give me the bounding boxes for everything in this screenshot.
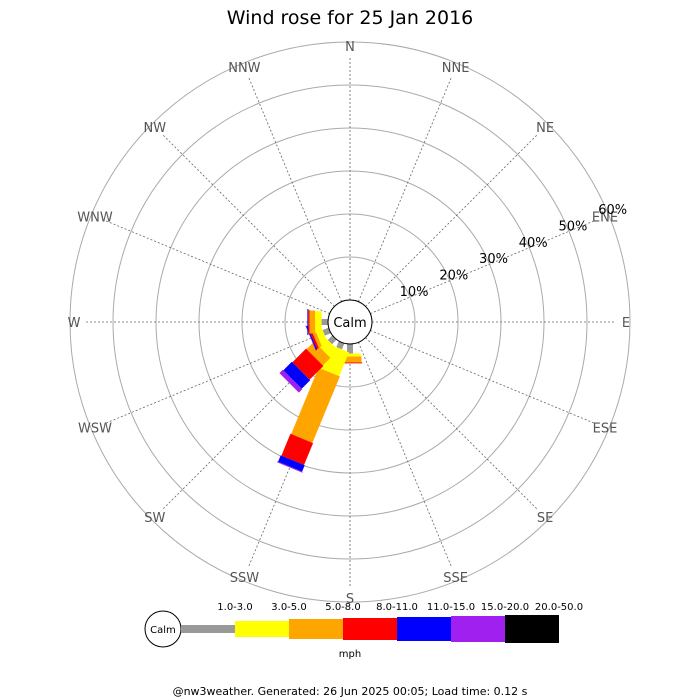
direction-label-nw: NW	[144, 121, 167, 136]
wind-petals	[277, 309, 363, 473]
ring-label-4: 40%	[519, 236, 548, 251]
calm-label: Calm	[333, 316, 366, 331]
petal-sw-bin-3	[306, 341, 331, 366]
legend-swatch-5	[397, 617, 451, 641]
petal-ssw-bin-4	[281, 433, 314, 466]
direction-label-se: SE	[537, 511, 553, 526]
ring-label-1: 10%	[400, 285, 429, 300]
legend-bin-label-4: 8.0-11.0	[376, 602, 418, 613]
direction-label-sse: SSE	[443, 571, 468, 586]
petal-wsw-bin-2	[313, 322, 328, 346]
petal-ssw-bin-5	[278, 455, 305, 472]
legend-swatch-7	[505, 615, 559, 643]
legend-bin-label-2: 3.0-5.0	[271, 602, 306, 613]
direction-label-s: S	[346, 592, 354, 607]
direction-label-n: N	[345, 40, 355, 55]
petal-ssw-bin-2	[319, 344, 350, 377]
petal-sw-bin-5	[283, 361, 311, 389]
legend-bin-label-3: 5.0-8.0	[325, 602, 360, 613]
petal-sw-bin-4	[292, 348, 324, 380]
ring-label-6: 60%	[598, 203, 627, 218]
ring-label-2: 20%	[439, 269, 468, 284]
petal-wsw-bin-4	[307, 325, 319, 349]
petal-ssw-bin-1	[336, 341, 345, 350]
spoke-ese	[370, 330, 595, 424]
ring-label-5: 50%	[559, 219, 588, 234]
legend-swatch-4	[343, 618, 397, 640]
spoke-nnw	[248, 77, 342, 302]
legend-bin-label-7: 20.0-50.0	[535, 602, 583, 613]
direction-label-w: W	[68, 316, 81, 331]
direction-label-nne: NNE	[442, 61, 470, 76]
spoke-ne	[365, 135, 537, 307]
legend-swatch-2	[235, 621, 289, 637]
spoke-nne	[358, 77, 452, 302]
legend-bin-label-1: 1.0-3.0	[217, 602, 252, 613]
direction-label-e: E	[622, 316, 630, 331]
spoke-sse	[358, 342, 452, 567]
spoke-nw	[163, 135, 335, 307]
footer-text: @nw3weather. Generated: 26 Jun 2025 00:0…	[173, 685, 528, 698]
direction-label-ssw: SSW	[230, 571, 260, 586]
petal-ssw-bin-3	[291, 367, 340, 443]
legend-swatch-3	[289, 619, 343, 639]
petal-sw-bin-2	[314, 334, 338, 358]
spoke-se	[365, 337, 537, 509]
ring-5	[112, 84, 588, 560]
calm-circle: Calm	[327, 299, 373, 345]
ring-6	[69, 41, 631, 603]
direction-label-sw: SW	[144, 511, 165, 526]
direction-label-ese: ESE	[593, 422, 618, 437]
polar-grid: N NNE NE ENE E ESE SE SSE S SSW SW WSW W WNW NW NNW 10% 2…	[68, 40, 631, 607]
calm-marker	[327, 299, 373, 345]
petal-wsw-bin-1	[322, 327, 331, 336]
petal-wsw-bin-3	[309, 324, 322, 348]
spoke-ene	[370, 220, 595, 314]
speed-legend: Calm 1.0-3.0 3.0-5.0 5.0-8.0 8.0-11.0 11.0-15…	[144, 602, 583, 660]
petal-sw-bin-6	[279, 369, 303, 393]
ring-label-3: 30%	[479, 252, 508, 267]
direction-label-wsw: WSW	[78, 422, 112, 437]
direction-label-ene: ENE	[592, 210, 618, 225]
legend-swatch-6	[451, 616, 505, 642]
direction-label-nnw: NNW	[228, 61, 260, 76]
legend-unit-label: mph	[339, 649, 361, 660]
spoke-wsw	[105, 330, 330, 424]
legend-calm-label: Calm	[150, 625, 176, 636]
spoke-wnw	[105, 220, 330, 314]
petal-sw-bin-1	[327, 335, 337, 345]
legend-swatch-1	[181, 625, 235, 633]
ring-1	[284, 256, 416, 388]
legend-bin-label-5: 11.0-15.0	[427, 602, 475, 613]
direction-label-wnw: WNW	[77, 210, 113, 225]
direction-label-ne: NE	[536, 121, 554, 136]
chart-title: Wind rose for 25 Jan 2016	[227, 7, 474, 29]
legend-bin-label-6: 15.0-20.0	[481, 602, 529, 613]
